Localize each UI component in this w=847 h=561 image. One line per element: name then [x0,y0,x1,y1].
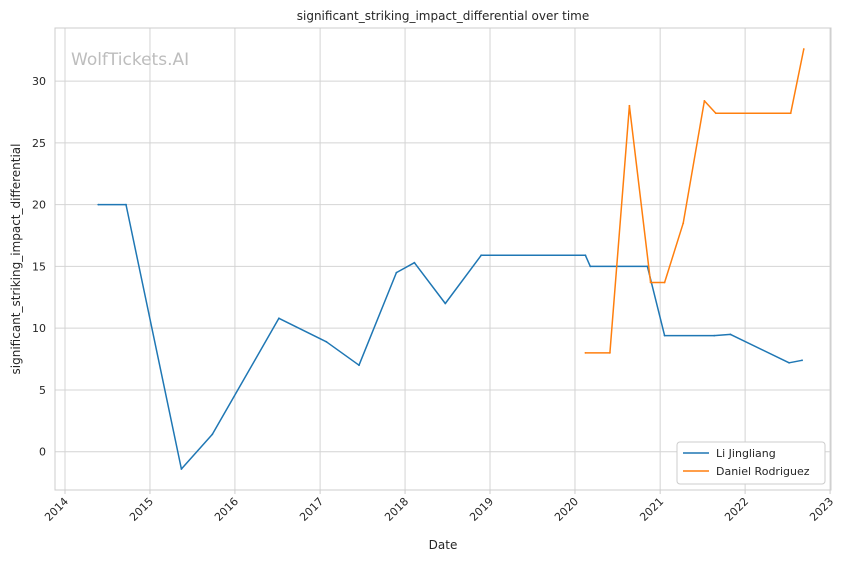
data-point-daniel-rodriguez [609,352,611,354]
watermark-logo-text: WolfTickets.AI [71,50,189,70]
y-tick-label: 15 [32,260,46,273]
y-tick-label: 25 [32,137,46,150]
data-point-daniel-rodriguez [802,48,805,50]
data-point-daniel-rodriguez [584,352,587,354]
legend: Li Jingliang Daniel Rodriguez [676,441,826,485]
series-line-daniel-rodriguez [585,48,805,354]
data-point-li-jingliang [788,361,790,364]
data-point-li-jingliang [97,203,100,206]
data-point-li-jingliang [589,265,592,268]
y-axis-label: significant_striking_impact_differential [9,144,23,375]
data-point-li-jingliang [663,334,666,337]
data-point-daniel-rodriguez [649,281,652,284]
data-point-li-jingliang [713,334,716,337]
data-point-daniel-rodriguez [714,112,717,115]
data-point-li-jingliang [801,359,803,362]
y-tick-label: 0 [39,446,46,459]
data-point-li-jingliang [480,254,483,257]
y-tick-label: 5 [39,384,46,397]
data-point-li-jingliang [444,302,447,305]
data-point-li-jingliang [325,340,328,343]
y-tick-label: 30 [32,75,46,88]
data-point-daniel-rodriguez [703,100,706,102]
data-point-li-jingliang [413,261,416,264]
x-axis-label: Date [429,538,458,552]
data-point-li-jingliang [584,254,587,257]
legend-box [676,441,826,485]
plot-area-frame [54,27,832,491]
series-lines [97,48,805,470]
data-point-li-jingliang [180,468,183,470]
data-point-daniel-rodriguez [628,104,631,107]
data-point-li-jingliang [125,203,127,206]
data-point-li-jingliang [211,433,214,436]
data-point-li-jingliang [395,271,398,274]
data-point-li-jingliang [278,317,280,320]
chart-title: significant_striking_impact_differential… [297,9,589,23]
data-point-daniel-rodriguez [789,112,792,115]
data-point-daniel-rodriguez [682,222,685,225]
data-point-li-jingliang [729,333,732,336]
y-tick-label: 20 [32,199,46,212]
legend-label-daniel-rodriguez: Daniel Rodriguez [716,465,810,478]
data-point-li-jingliang [646,265,649,268]
data-point-daniel-rodriguez [663,281,666,284]
y-tick-label: 10 [32,322,46,335]
legend-label-li-jingliang: Li Jingliang [716,447,776,460]
data-point-li-jingliang [358,364,360,367]
